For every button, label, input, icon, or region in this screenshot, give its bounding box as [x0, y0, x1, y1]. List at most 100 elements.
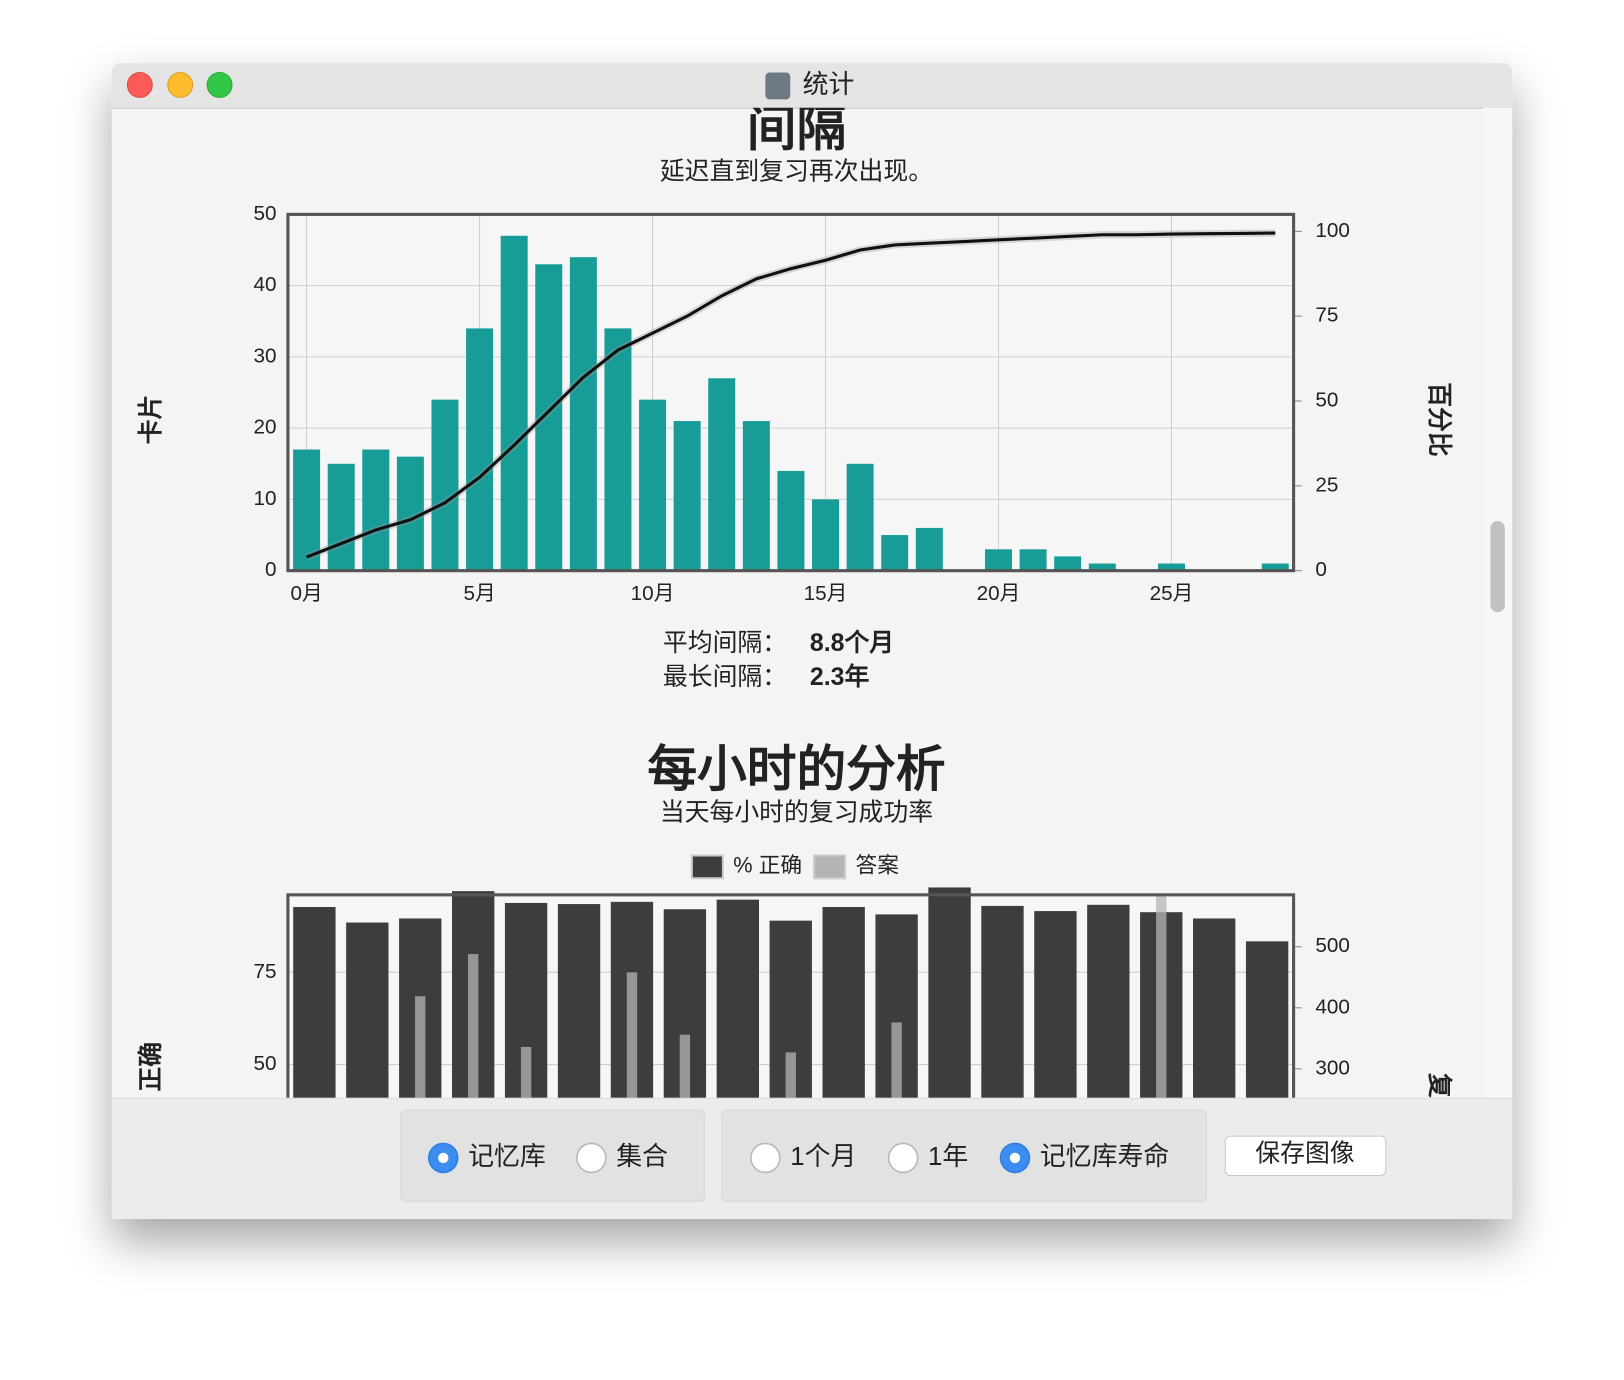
correct-bar: [928, 887, 971, 1098]
chart-title: 每小时的分析: [647, 741, 945, 797]
correct-bar: [293, 907, 336, 1098]
bar: [500, 235, 528, 571]
deck-group: [400, 1109, 705, 1202]
bar: [535, 264, 563, 571]
bar: [569, 257, 597, 571]
bar: [812, 499, 840, 571]
chart-subtitle: 当天每小时的复习成功率: [660, 799, 933, 827]
plot-frame: [286, 212, 1296, 573]
y-tick-label: 30: [254, 344, 277, 367]
bar: [846, 463, 874, 571]
plot-frame: [286, 893, 1296, 1098]
stat-value: 2.3年: [810, 662, 870, 691]
y-axis-label: 正确: [136, 1042, 165, 1092]
toolbar-controls: 记忆库 集合 1个月 1年 记忆库寿命 保存图像: [428, 1135, 1387, 1177]
scrollbar-thumb[interactable]: [1490, 520, 1505, 613]
radio-label[interactable]: 1个月: [790, 1143, 856, 1171]
period-group: [721, 1109, 1208, 1202]
correct-bar: [557, 904, 601, 1098]
bar: [985, 549, 1012, 571]
x-tick-label: 0月: [290, 582, 322, 605]
answer-bar: [520, 1046, 532, 1098]
y-tick-label: 75: [254, 960, 277, 983]
radio-button[interactable]: [750, 1142, 781, 1174]
bar: [915, 527, 943, 571]
x-tick-label: 25月: [1150, 582, 1194, 605]
radio-button[interactable]: [576, 1142, 607, 1174]
y-tick-label: 0: [265, 558, 277, 581]
window-title: 统计: [803, 70, 855, 99]
answer-bar: [468, 954, 479, 1098]
title-bar-base: [111, 93, 1513, 109]
correct-bar: [716, 899, 759, 1098]
y-tick-label: 50: [254, 202, 277, 225]
y2-tick-label: 0: [1315, 558, 1327, 581]
answer-bar: [785, 1052, 796, 1098]
bar: [362, 449, 390, 571]
bar: [639, 399, 667, 571]
bar: [742, 421, 770, 571]
answer-bar: [1156, 896, 1167, 1098]
bar: [431, 399, 459, 571]
bar: [293, 449, 321, 571]
close-button[interactable]: [126, 71, 153, 98]
chart-title: 间隔: [747, 101, 846, 157]
radio-label[interactable]: 记忆库寿命: [1040, 1142, 1170, 1171]
correct-bar: [981, 905, 1024, 1098]
y-tick-label: 10: [254, 487, 277, 510]
answer-bar: [679, 1034, 691, 1098]
y2-tick-label: 50: [1315, 388, 1338, 411]
y-tick-label: 50: [254, 1052, 277, 1075]
y2-tick-label: 100: [1315, 219, 1350, 242]
x-tick-label: 15月: [804, 582, 848, 605]
y2-tick-label: 300: [1315, 1056, 1350, 1079]
save-button-label[interactable]: 保存图像: [1255, 1139, 1355, 1167]
app-icon: [765, 72, 791, 100]
bar: [881, 535, 909, 571]
y2-tick-label: 400: [1315, 995, 1350, 1018]
radio-dot: [1009, 1152, 1021, 1164]
radio-label[interactable]: 1年: [928, 1142, 968, 1171]
y2-axis-label: 复习: [1425, 1073, 1454, 1123]
answer-bar: [415, 996, 426, 1098]
y-axis-label: 卡片: [137, 395, 165, 445]
zoom-button[interactable]: [206, 71, 233, 98]
answer-bar: [891, 1022, 902, 1098]
answer-bar: [626, 972, 638, 1098]
y2-tick-label: 75: [1315, 304, 1338, 327]
radio-button[interactable]: [887, 1142, 919, 1174]
y-tick-label: 20: [254, 416, 277, 439]
stat-label: 平均间隔：: [663, 629, 787, 657]
legend-swatch: [690, 854, 724, 880]
stat-label: 最长间隔：: [663, 663, 787, 691]
save-button[interactable]: [1224, 1135, 1387, 1177]
legend-label: % 正确: [733, 853, 802, 878]
correct-bar: [1034, 911, 1077, 1098]
legend-label: 答案: [855, 853, 899, 878]
bar: [708, 378, 736, 571]
cumulative-line: [306, 231, 1276, 559]
bar: [604, 328, 632, 571]
x-tick-label: 20月: [977, 582, 1021, 605]
legend-swatch: [813, 854, 847, 880]
bar: [466, 328, 494, 571]
chart-subtitle: 延迟直到复习再次出现。: [660, 158, 933, 186]
bar: [327, 463, 355, 571]
y2-axis-label: 百分比: [1425, 382, 1453, 457]
bar: [1157, 563, 1185, 571]
radio-label[interactable]: 集合: [616, 1142, 668, 1171]
stat-value: 8.8个月: [810, 629, 894, 657]
bar: [1261, 563, 1289, 571]
correct-bar: [1193, 918, 1236, 1098]
correct-bar: [1087, 904, 1130, 1098]
correct-bar: [346, 922, 389, 1098]
y2-tick-label: 500: [1315, 934, 1350, 957]
radio-label[interactable]: 记忆库: [468, 1142, 546, 1171]
minimize-button[interactable]: [167, 71, 194, 98]
bar: [777, 470, 805, 571]
bar: [1088, 563, 1116, 571]
bar: [1054, 556, 1082, 571]
bar: [1019, 549, 1047, 571]
